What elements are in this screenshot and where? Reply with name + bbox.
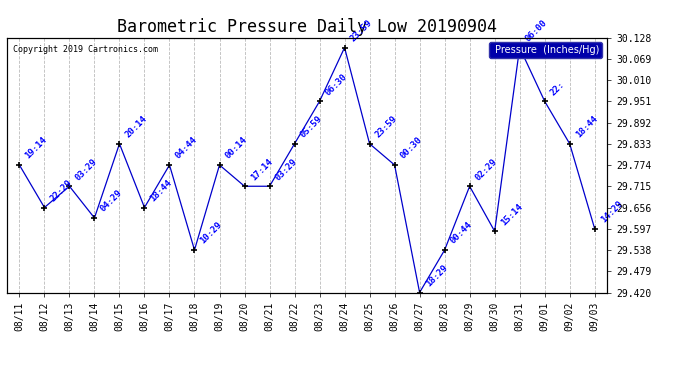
Text: 06:30: 06:30 bbox=[324, 72, 349, 97]
Text: 06:00: 06:00 bbox=[524, 18, 549, 44]
Text: 03:29: 03:29 bbox=[274, 157, 299, 182]
Text: 15:14: 15:14 bbox=[499, 202, 524, 227]
Text: 00:14: 00:14 bbox=[224, 135, 249, 161]
Text: 17:14: 17:14 bbox=[248, 157, 274, 182]
Text: 22:29: 22:29 bbox=[48, 178, 74, 203]
Text: 23:59: 23:59 bbox=[348, 18, 374, 44]
Text: Copyright 2019 Cartronics.com: Copyright 2019 Cartronics.com bbox=[13, 45, 158, 54]
Text: 00:44: 00:44 bbox=[448, 220, 474, 246]
Text: 00:30: 00:30 bbox=[399, 135, 424, 161]
Text: 22:: 22: bbox=[549, 80, 566, 97]
Text: 23:59: 23:59 bbox=[374, 114, 399, 140]
Text: 04:44: 04:44 bbox=[174, 135, 199, 161]
Text: 18:44: 18:44 bbox=[574, 114, 599, 140]
Text: 18:29: 18:29 bbox=[424, 263, 449, 288]
Text: 02:29: 02:29 bbox=[474, 157, 499, 182]
Text: 20:14: 20:14 bbox=[124, 114, 149, 140]
Text: 18:44: 18:44 bbox=[148, 178, 174, 203]
Text: 03:29: 03:29 bbox=[74, 157, 99, 182]
Text: 05:59: 05:59 bbox=[299, 114, 324, 140]
Legend: Pressure  (Inches/Hg): Pressure (Inches/Hg) bbox=[489, 42, 602, 58]
Text: 19:14: 19:14 bbox=[23, 135, 49, 161]
Text: 14:29: 14:29 bbox=[599, 199, 624, 225]
Text: 04:29: 04:29 bbox=[99, 188, 124, 214]
Text: 10:29: 10:29 bbox=[199, 220, 224, 246]
Title: Barometric Pressure Daily Low 20190904: Barometric Pressure Daily Low 20190904 bbox=[117, 18, 497, 36]
